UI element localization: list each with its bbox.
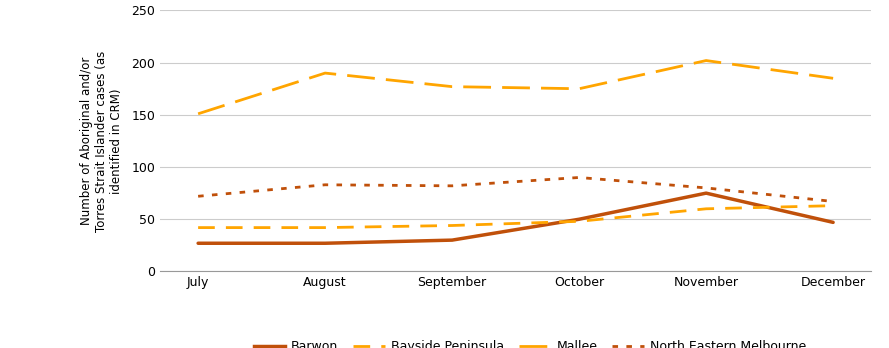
Legend: Barwon, Bayside Peninsula, Mallee, North Eastern Melbourne: Barwon, Bayside Peninsula, Mallee, North…	[249, 335, 811, 348]
Y-axis label: Number of Aboriginal and/or
Torres Strait Islander cases (as
identified in CRM): Number of Aboriginal and/or Torres Strai…	[80, 50, 123, 231]
